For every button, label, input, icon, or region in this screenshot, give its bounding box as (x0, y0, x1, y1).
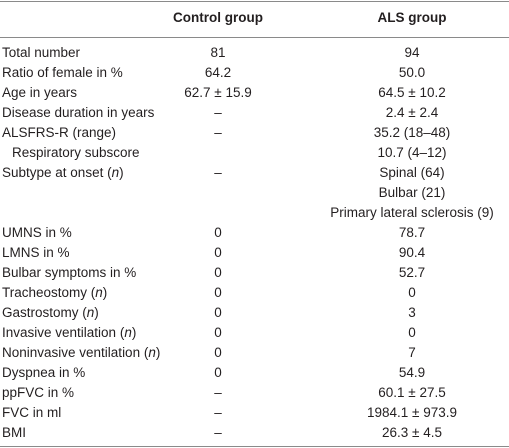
label-part: ) (119, 165, 124, 180)
data-cell: 52.7 (398, 265, 426, 280)
data-cell: 60.1 ± 27.5 (378, 385, 446, 400)
data-cell: 2.4 ± 2.4 (385, 105, 439, 120)
data-cell: 0 (214, 345, 222, 360)
label-part: Noninvasive ventilation ( (2, 345, 149, 360)
row-label: FVC in ml (2, 405, 62, 420)
label-part: n (111, 165, 120, 180)
data-cell: 0 (214, 305, 222, 320)
data-cell: 35.2 (18–48) (373, 125, 451, 140)
label-part: n (148, 345, 156, 360)
label-part: Tracheostomy ( (2, 285, 96, 300)
data-cell: 0 (214, 225, 222, 240)
label-part: n (95, 285, 103, 300)
data-cell: 0 (214, 245, 222, 260)
data-cell: – (214, 385, 222, 400)
data-cell: 0 (408, 285, 416, 300)
data-cell: 78.7 (398, 225, 426, 240)
label-part: Subtype at onset ( (2, 165, 112, 180)
data-cell: 3 (408, 305, 416, 320)
data-cell: 0 (214, 365, 222, 380)
label-part: n (86, 305, 95, 320)
data-cell: 26.3 ± 4.5 (382, 425, 442, 440)
label-part: Gastrostomy ( (2, 305, 87, 320)
label-part: ) (131, 325, 137, 340)
row-label: Noninvasive ventilation (n) (2, 343, 160, 363)
data-cell: 50.0 (398, 65, 426, 80)
header-cell: ALS group (377, 10, 447, 25)
data-cell: 0 (408, 325, 416, 340)
row-label: Tracheostomy (n) (2, 283, 107, 303)
label-part: ) (102, 285, 108, 300)
row-label: LMNS in % (2, 245, 70, 260)
data-cell: 1984.1 ± 973.9 (367, 405, 457, 420)
label-part: ) (94, 305, 99, 320)
data-cell: – (214, 165, 222, 180)
row-label: Invasive ventilation (n) (2, 323, 136, 343)
bottom-rule (0, 446, 509, 447)
row-label: Disease duration in years (2, 105, 155, 120)
row-label: Total number (2, 45, 81, 60)
data-cell: – (214, 105, 222, 120)
top-rule (0, 1, 509, 2)
header-cell: Control group (173, 10, 263, 25)
row-label: UMNS in % (2, 225, 72, 240)
data-cell: 7 (408, 345, 416, 360)
data-cell: 10.7 (4–12) (377, 145, 447, 160)
data-cell: Bulbar (21) (378, 185, 446, 200)
data-cell: Spinal (64) (379, 165, 445, 180)
row-label: ALSFRS-R (range) (2, 125, 117, 140)
data-cell: 64.2 (204, 65, 232, 80)
data-cell: 0 (214, 285, 222, 300)
data-cell: 64.5 ± 10.2 (378, 85, 446, 100)
data-cell: 90.4 (398, 245, 426, 260)
data-cell: – (214, 125, 222, 140)
row-label: Bulbar symptoms in % (2, 265, 137, 280)
data-cell: – (214, 425, 222, 440)
data-cell: 54.9 (398, 365, 426, 380)
label-part: n (124, 325, 132, 340)
data-cell: Primary lateral sclerosis (9) (330, 205, 494, 220)
data-cell: – (214, 405, 222, 420)
data-cell: 62.7 ± 15.9 (184, 85, 252, 100)
row-label: Ratio of female in % (2, 65, 123, 80)
row-label: Age in years (2, 85, 78, 100)
data-cell: 0 (214, 325, 222, 340)
label-part: ) (155, 345, 161, 360)
row-label: Dyspnea in % (2, 365, 86, 380)
label-part: Invasive ventilation ( (2, 325, 125, 340)
row-label: Subtype at onset (n) (2, 163, 124, 183)
row-label: BMI (2, 425, 27, 440)
row-label: Gastrostomy (n) (2, 303, 99, 323)
data-cell: 94 (404, 45, 420, 60)
row-label: ppFVC in % (2, 385, 75, 400)
row-label: Respiratory subscore (12, 145, 140, 160)
data-cell: 81 (210, 45, 226, 60)
header-rule (0, 37, 509, 38)
data-cell: 0 (214, 265, 222, 280)
